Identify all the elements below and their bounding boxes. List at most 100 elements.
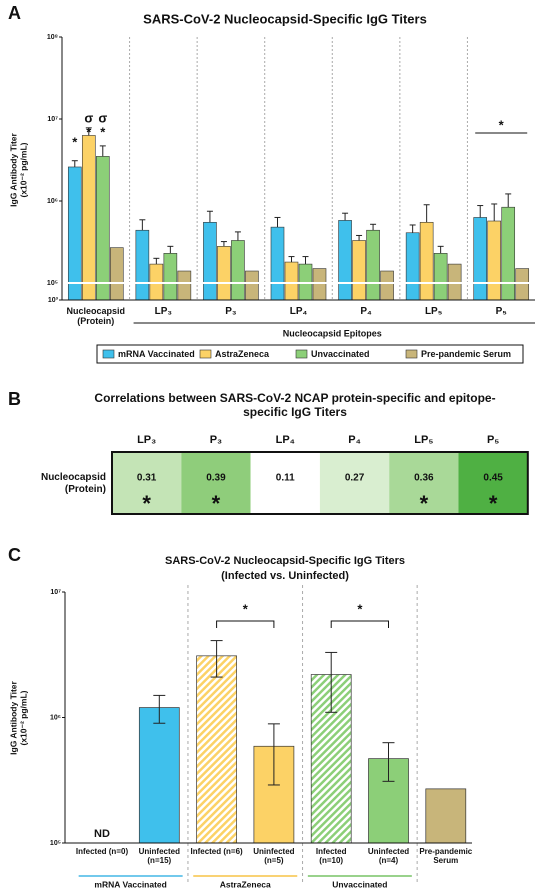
bar [419, 221, 434, 301]
legend-label: AstraZeneca [215, 349, 270, 359]
y-axis-label: (x10⁻² pg/mL) [18, 142, 28, 197]
panel-letter: C [8, 545, 21, 565]
x-tick-label: P₃ [225, 306, 237, 317]
bar [163, 253, 178, 301]
heatmap-cell [458, 452, 528, 514]
heatmap-border [111, 451, 529, 515]
bar [473, 217, 488, 301]
bar [138, 707, 180, 844]
column-label: LP₃ [137, 434, 156, 446]
legend-swatch [102, 349, 115, 359]
x-tick-label: Uninfected (n=4) [367, 847, 410, 866]
significance-marker: * [243, 601, 249, 616]
heatmap-cell [250, 452, 320, 514]
significance-bracket [216, 620, 275, 628]
significance-marker: σ [98, 110, 107, 125]
significance-star: * [212, 491, 221, 516]
bar [95, 156, 110, 301]
x-tick-label: Nucleocapsid (Protein) [66, 306, 126, 327]
bar [231, 240, 245, 301]
legend-label: Pre-pandemic Serum [421, 349, 511, 359]
bar [245, 270, 259, 301]
x-tick-label: P₅ [495, 306, 507, 317]
y-axis-label: IgG Antibody Titer [8, 680, 18, 754]
column-label: LP₅ [414, 434, 433, 446]
significance-marker: σ [84, 110, 93, 125]
y-axis-label: (x10⁻² pg/mL) [18, 690, 28, 745]
heatmap-cell [389, 452, 459, 514]
y-tick-label: 10⁶ [47, 198, 58, 205]
y-tick-label: 10⁷ [47, 116, 58, 123]
axis-break [58, 282, 535, 284]
group-label: Nucleocapsid Epitopes [283, 328, 382, 338]
bar [352, 240, 366, 301]
bar [366, 229, 380, 301]
y-tick-label: 10⁸ [47, 34, 58, 41]
heatmap-cell [112, 452, 182, 514]
cell-value: 0.45 [483, 473, 503, 484]
bar [501, 206, 516, 301]
y-tick-label: 10⁵ [50, 840, 61, 847]
x-tick-label: LP₃ [154, 306, 173, 317]
cell-value: 0.27 [345, 473, 365, 484]
x-tick-label: Infected (n=0) [75, 847, 129, 856]
bar [515, 268, 530, 301]
significance-marker: * [357, 601, 363, 616]
heatmap-title: Correlations between SARS-CoV-2 NCAP pro… [94, 391, 496, 419]
x-tick-label: Uninfected (n=15) [138, 847, 180, 866]
legend-swatch [295, 349, 308, 359]
legend-swatch [199, 349, 212, 359]
x-tick-label: Uninfected (n=5) [253, 847, 295, 866]
bar [81, 135, 96, 301]
chart-title: SARS-CoV-2 Nucleocapsid-Specific IgG Tit… [165, 555, 405, 567]
significance-star: * [142, 491, 151, 516]
bar [135, 229, 150, 301]
bar [67, 166, 82, 301]
legend-swatch [405, 349, 418, 359]
y-tick-label: 10³ [48, 297, 59, 304]
row-label: Nucleocapsid (Protein) [40, 472, 106, 495]
x-tick-label: Pre-pandemic Serum [419, 847, 473, 866]
bar [338, 220, 352, 301]
bar [405, 232, 420, 301]
significance-marker: * [86, 124, 92, 139]
value-label: ND [94, 828, 110, 840]
x-tick-label: Infected (n=10) [315, 847, 347, 866]
column-label: P₃ [210, 434, 222, 446]
group-label: AstraZeneca [220, 879, 271, 889]
group-label: mRNA Vaccinated [94, 879, 166, 889]
bar [109, 247, 124, 301]
bar [203, 221, 217, 301]
x-tick-label: P₄ [360, 306, 372, 317]
column-label: P₅ [487, 434, 499, 446]
bar [177, 270, 192, 301]
heatmap-cell [319, 452, 390, 514]
column-label: P₄ [348, 434, 361, 446]
significance-bracket [330, 620, 389, 628]
bar [425, 788, 467, 844]
bar [196, 655, 237, 844]
y-tick-label: 10⁵ [47, 280, 58, 287]
legend-label: Unvaccinated [311, 349, 370, 359]
panel-letter: A [8, 3, 21, 23]
chart-title: SARS-CoV-2 Nucleocapsid-Specific IgG Tit… [143, 11, 427, 26]
bar [487, 220, 502, 301]
bar [380, 270, 394, 301]
chart-title: (Infected vs. Uninfected) [221, 570, 349, 582]
legend-label: mRNA Vaccinated [118, 349, 195, 359]
x-tick-label: LP₄ [289, 306, 308, 317]
significance-marker: * [100, 124, 106, 139]
cell-value: 0.39 [206, 473, 226, 484]
x-tick-label: Infected (n=6) [190, 847, 243, 856]
significance-star: * [489, 491, 498, 516]
cell-value: 0.11 [276, 473, 295, 484]
heatmap-cell [181, 452, 251, 514]
cell-value: 0.31 [137, 473, 157, 484]
y-axis-label: IgG Antibody Titer [8, 132, 18, 206]
bar [270, 226, 285, 301]
panel-letter: B [8, 389, 21, 409]
x-tick-label: LP₅ [424, 306, 443, 317]
bar [284, 261, 299, 301]
